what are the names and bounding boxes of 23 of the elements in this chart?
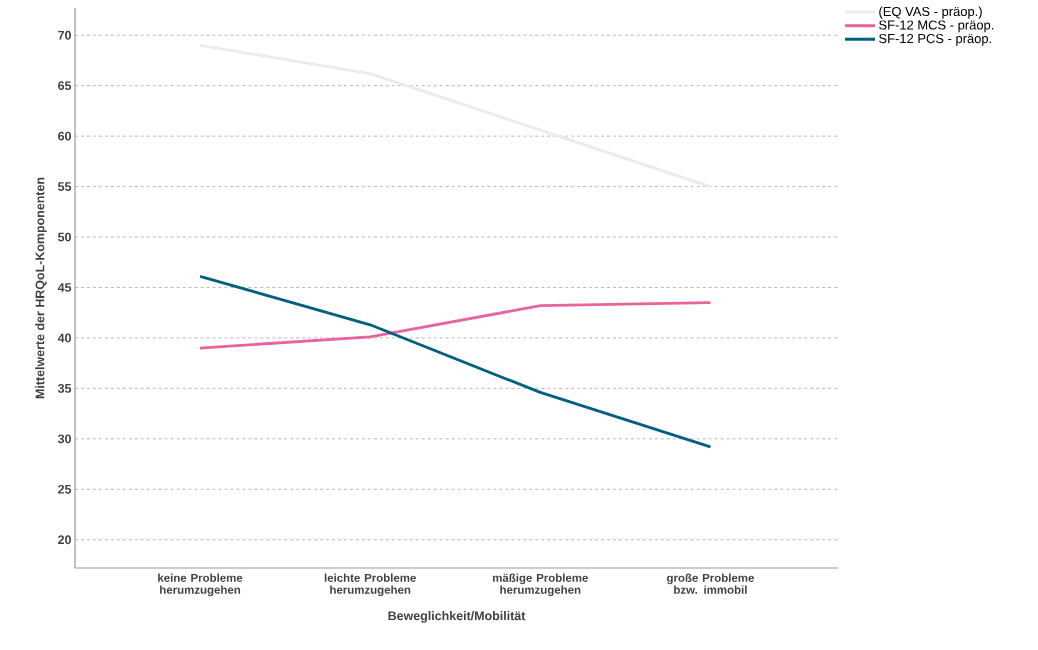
x-tick-label: keine Probleme herumzugehen — [158, 573, 243, 597]
legend-label: (EQ VAS - präop.) — [879, 6, 982, 19]
y-tick-label: 40 — [57, 333, 71, 343]
legend-label: SF-12 MCS - präop. — [879, 20, 994, 33]
y-tick-label: 50 — [58, 232, 71, 242]
y-tick-label: 55 — [58, 182, 72, 191]
x-axis-title: Beweglichkeit/Mobilität — [388, 611, 526, 623]
legend-label: SF-12 PCS - präop. — [879, 33, 992, 46]
y-tick-label: 35 — [57, 383, 72, 393]
y-tick-label: 20 — [58, 535, 71, 545]
y-tick-label: 30 — [57, 434, 71, 444]
y-tick-label: 65 — [58, 81, 72, 91]
y-tick-label: 70 — [58, 30, 71, 40]
y-tick-label: 60 — [58, 131, 71, 141]
y-axis-title: Mittelwerte der HRQoL-Komponenten — [35, 177, 47, 399]
y-tick-label: 25 — [58, 484, 72, 494]
line-series — [198, 274, 712, 449]
x-tick-label: leichte Probleme herumzugehen — [324, 573, 416, 597]
x-tick-label: mäßige Probleme herumzugehen — [492, 573, 588, 597]
line-series — [198, 43, 712, 188]
line-series — [198, 301, 712, 350]
x-tick-label: große Probleme bzw. immobil — [666, 573, 754, 594]
y-tick-label: 45 — [57, 283, 72, 292]
